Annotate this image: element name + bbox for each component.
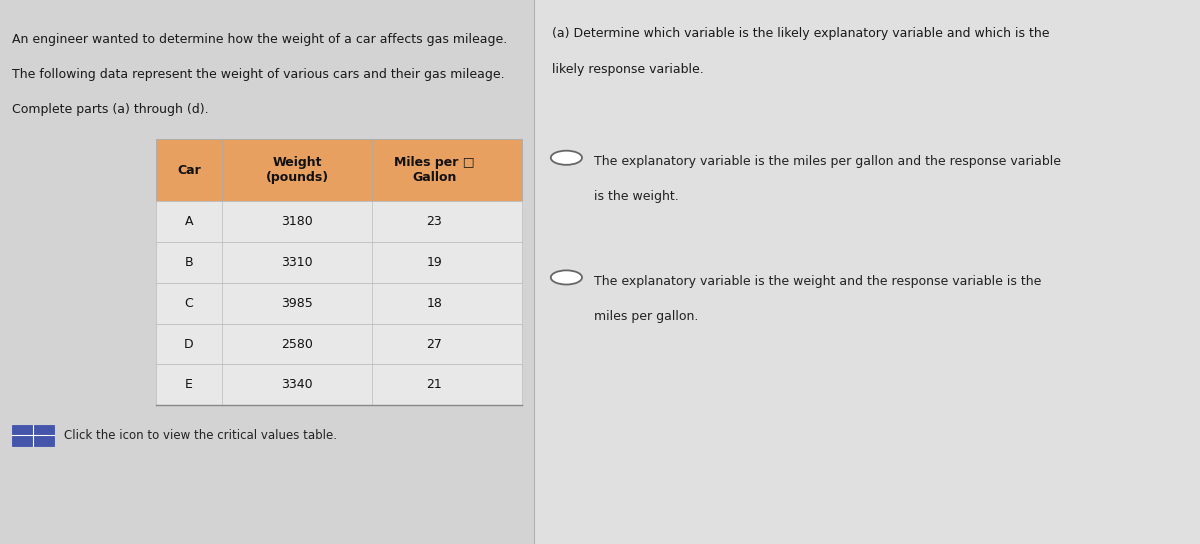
FancyBboxPatch shape	[156, 242, 522, 283]
FancyBboxPatch shape	[156, 201, 522, 242]
Text: miles per gallon.: miles per gallon.	[594, 310, 698, 323]
FancyBboxPatch shape	[12, 425, 54, 446]
FancyBboxPatch shape	[156, 283, 522, 324]
Text: is the weight.: is the weight.	[594, 190, 679, 203]
Text: 3340: 3340	[281, 379, 313, 391]
Text: 21: 21	[426, 379, 443, 391]
Text: (a) Determine which variable is the likely explanatory variable and which is the: (a) Determine which variable is the like…	[552, 27, 1050, 40]
Text: 3180: 3180	[281, 215, 313, 228]
Text: 2580: 2580	[281, 338, 313, 350]
Text: Click the icon to view the critical values table.: Click the icon to view the critical valu…	[64, 429, 337, 442]
Circle shape	[551, 151, 582, 165]
Text: A: A	[185, 215, 193, 228]
FancyBboxPatch shape	[156, 139, 522, 201]
Text: Complete parts (a) through (d).: Complete parts (a) through (d).	[12, 103, 209, 116]
Text: 23: 23	[426, 215, 443, 228]
Circle shape	[551, 270, 582, 285]
FancyBboxPatch shape	[156, 324, 522, 364]
Text: An engineer wanted to determine how the weight of a car affects gas mileage.: An engineer wanted to determine how the …	[12, 33, 508, 46]
Text: 18: 18	[426, 297, 443, 310]
Text: D: D	[184, 338, 194, 350]
Text: likely response variable.: likely response variable.	[552, 63, 703, 76]
Text: Miles per □
Gallon: Miles per □ Gallon	[394, 156, 475, 184]
Text: The explanatory variable is the weight and the response variable is the: The explanatory variable is the weight a…	[594, 275, 1042, 288]
Text: Car: Car	[178, 164, 200, 176]
Text: The following data represent the weight of various cars and their gas mileage.: The following data represent the weight …	[12, 68, 505, 81]
Text: 19: 19	[426, 256, 443, 269]
Text: E: E	[185, 379, 193, 391]
Text: 27: 27	[426, 338, 443, 350]
FancyBboxPatch shape	[156, 364, 522, 405]
Text: 3985: 3985	[281, 297, 313, 310]
Text: C: C	[185, 297, 193, 310]
FancyBboxPatch shape	[534, 0, 1200, 544]
Text: B: B	[185, 256, 193, 269]
Text: 3310: 3310	[281, 256, 313, 269]
Text: Weight
(pounds): Weight (pounds)	[265, 156, 329, 184]
Text: The explanatory variable is the miles per gallon and the response variable: The explanatory variable is the miles pe…	[594, 155, 1061, 168]
